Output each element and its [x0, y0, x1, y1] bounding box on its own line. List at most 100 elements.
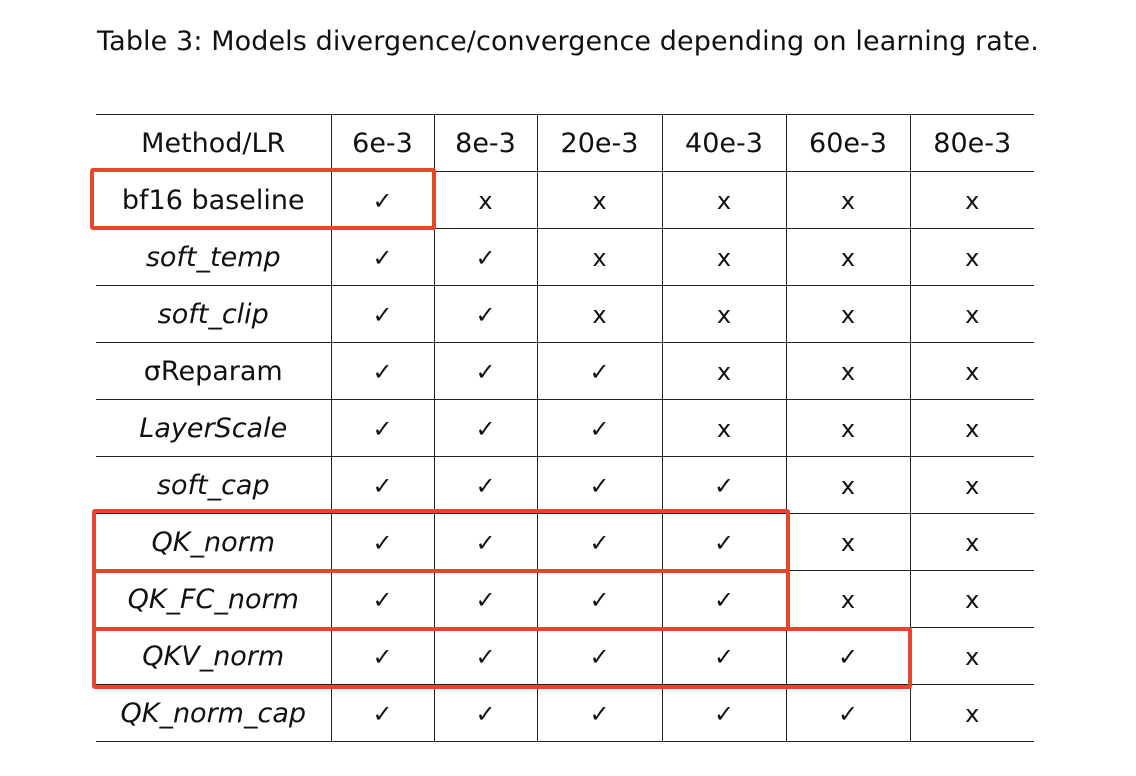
converged-check-cell: ✓ — [536, 456, 662, 514]
checkmark-icon: ✓ — [372, 471, 393, 500]
cross-mark: x — [592, 300, 607, 329]
method-name-cell: soft_cap — [96, 456, 331, 514]
converged-check-cell: ✓ — [330, 627, 434, 685]
converged-check-cell: ✓ — [433, 456, 537, 514]
cross-mark: x — [840, 357, 856, 386]
table-row: QK_norm_cap ✓ ✓ ✓ ✓ ✓ x — [96, 684, 1034, 742]
checkmark-icon: ✓ — [475, 357, 496, 386]
converged-check-cell: ✓ — [536, 684, 662, 742]
converged-check-cell: ✓ — [785, 684, 910, 742]
diverged-x-cell: x — [785, 171, 910, 229]
converged-check-cell: ✓ — [661, 684, 786, 742]
converged-check-cell: ✓ — [433, 399, 537, 457]
checkmark-icon: ✓ — [713, 642, 735, 671]
cross-mark: x — [965, 300, 980, 329]
converged-check-cell: ✓ — [433, 513, 537, 571]
checkmark-icon: ✓ — [475, 699, 496, 728]
diverged-x-cell: x — [785, 342, 910, 400]
checkmark-icon: ✓ — [713, 471, 735, 500]
diverged-x-cell: x — [661, 228, 786, 286]
checkmark-icon: ✓ — [475, 471, 496, 500]
converged-check-cell: ✓ — [433, 684, 537, 742]
diverged-x-cell: x — [909, 171, 1034, 229]
cross-mark: x — [965, 243, 980, 272]
cross-mark: x — [840, 243, 856, 272]
cross-mark: x — [592, 243, 607, 272]
diverged-x-cell: x — [785, 570, 910, 628]
checkmark-icon: ✓ — [589, 642, 610, 671]
cross-mark: x — [716, 414, 732, 443]
converged-check-cell: ✓ — [433, 285, 537, 343]
header-method-lr: Method/LR — [96, 114, 331, 172]
cross-mark: x — [716, 357, 732, 386]
method-name-cell: soft_clip — [96, 285, 331, 343]
converged-check-cell: ✓ — [661, 456, 786, 514]
cross-mark: x — [840, 186, 856, 215]
table-row: LayerScale ✓ ✓ ✓ x x x — [96, 399, 1034, 457]
checkmark-icon: ✓ — [713, 528, 735, 557]
converged-check-cell: ✓ — [433, 627, 537, 685]
cross-mark: x — [716, 243, 732, 272]
diverged-x-cell: x — [909, 570, 1034, 628]
cross-mark: x — [965, 414, 980, 443]
checkmark-icon: ✓ — [713, 699, 735, 728]
checkmark-icon: ✓ — [372, 243, 393, 272]
converged-check-cell: ✓ — [536, 627, 662, 685]
checkmark-icon: ✓ — [475, 300, 496, 329]
method-name-cell: QK_FC_norm — [96, 570, 331, 628]
checkmark-icon: ✓ — [713, 585, 735, 614]
diverged-x-cell: x — [909, 684, 1034, 742]
diverged-x-cell: x — [661, 171, 786, 229]
checkmark-icon: ✓ — [372, 642, 393, 671]
checkmark-icon: ✓ — [589, 414, 610, 443]
cross-mark: x — [965, 585, 980, 614]
header-lr-40e-3: 40e-3 — [661, 114, 786, 172]
converged-check-cell: ✓ — [433, 342, 537, 400]
converged-check-cell: ✓ — [330, 285, 434, 343]
diverged-x-cell: x — [536, 228, 662, 286]
converged-check-cell: ✓ — [536, 399, 662, 457]
converged-check-cell: ✓ — [330, 570, 434, 628]
header-lr-60e-3: 60e-3 — [785, 114, 910, 172]
checkmark-icon: ✓ — [372, 585, 393, 614]
header-lr-20e-3: 20e-3 — [536, 114, 662, 172]
checkmark-icon: ✓ — [589, 699, 610, 728]
converged-check-cell: ✓ — [661, 570, 786, 628]
diverged-x-cell: x — [785, 228, 910, 286]
table-row: soft_clip ✓ ✓ x x x x — [96, 285, 1034, 343]
diverged-x-cell: x — [909, 456, 1034, 514]
diverged-x-cell: x — [909, 627, 1034, 685]
converged-check-cell: ✓ — [536, 342, 662, 400]
diverged-x-cell: x — [536, 285, 662, 343]
method-name-cell: QKV_norm — [96, 627, 331, 685]
cross-mark: x — [965, 699, 980, 728]
checkmark-icon: ✓ — [589, 528, 610, 557]
converged-check-cell: ✓ — [330, 171, 434, 229]
diverged-x-cell: x — [661, 399, 786, 457]
cross-mark: x — [965, 528, 980, 557]
checkmark-icon: ✓ — [837, 699, 859, 728]
diverged-x-cell: x — [661, 285, 786, 343]
diverged-x-cell: x — [433, 171, 537, 229]
converged-check-cell: ✓ — [330, 228, 434, 286]
checkmark-icon: ✓ — [589, 357, 610, 386]
table-row: soft_cap ✓ ✓ ✓ ✓ x x — [96, 456, 1034, 514]
table-row: QK_FC_norm ✓ ✓ ✓ ✓ x x — [96, 570, 1034, 628]
cross-mark: x — [478, 186, 493, 215]
checkmark-icon: ✓ — [372, 357, 393, 386]
table-row: QKV_norm ✓ ✓ ✓ ✓ ✓ x — [96, 627, 1034, 685]
method-name-cell: LayerScale — [96, 399, 331, 457]
converged-check-cell: ✓ — [330, 456, 434, 514]
converged-check-cell: ✓ — [330, 399, 434, 457]
method-name-cell: bf16 baseline — [96, 171, 331, 229]
checkmark-icon: ✓ — [475, 642, 496, 671]
cross-mark: x — [840, 528, 856, 557]
table-caption: Table 3: Models divergence/convergence d… — [97, 26, 1039, 57]
cross-mark: x — [840, 471, 856, 500]
diverged-x-cell: x — [909, 228, 1034, 286]
diverged-x-cell: x — [785, 513, 910, 571]
converged-check-cell: ✓ — [536, 570, 662, 628]
checkmark-icon: ✓ — [372, 528, 393, 557]
cross-mark: x — [716, 186, 732, 215]
table-row: QK_norm ✓ ✓ ✓ ✓ x x — [96, 513, 1034, 571]
